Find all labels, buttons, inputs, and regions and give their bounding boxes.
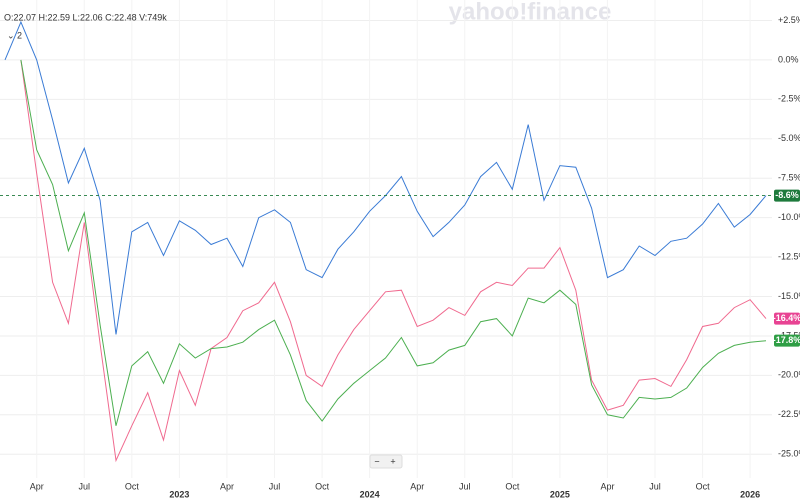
x-tick-label: Jul xyxy=(79,481,91,491)
ohlc-header: O:22.07 H:22.59 L:22.06 C:22.48 V:749k xyxy=(4,12,167,22)
y-tick-label: -25.0% xyxy=(778,449,800,459)
x-tick-label: Oct xyxy=(125,481,140,491)
y-tick-label: 0.0% xyxy=(778,54,799,64)
x-tick-label: Oct xyxy=(315,481,330,491)
x-year-label: 2025 xyxy=(550,489,570,499)
y-tick-label: -5.0% xyxy=(778,133,800,143)
last-value-badge xyxy=(774,334,800,347)
x-tick-label: Jul xyxy=(649,481,661,491)
y-tick-label: -15.0% xyxy=(778,291,800,301)
y-tick-label: -7.5% xyxy=(778,173,800,183)
zoom-controls xyxy=(369,454,403,469)
y-tick-label: -10.0% xyxy=(778,212,800,222)
last-value-badge xyxy=(774,189,800,202)
x-tick-label: Apr xyxy=(600,481,614,491)
last-value-label: -16.4% xyxy=(773,313,800,323)
x-year-label: 2023 xyxy=(169,489,189,499)
y-tick-label: -20.0% xyxy=(778,370,800,380)
x-tick-label: Apr xyxy=(410,481,424,491)
last-value-label: -17.8% xyxy=(773,335,800,345)
y-tick-label: -2.5% xyxy=(778,94,800,104)
y-tick-label: +2.5% xyxy=(778,15,800,25)
last-value-badge xyxy=(774,312,800,325)
x-year-label: 2024 xyxy=(360,489,380,499)
y-tick-label: -12.5% xyxy=(778,251,800,261)
x-year-label: 2026 xyxy=(740,489,760,499)
x-tick-label: Oct xyxy=(505,481,520,491)
x-tick-label: Apr xyxy=(30,481,44,491)
series-line xyxy=(20,59,767,426)
y-tick-label: -22.5% xyxy=(778,409,800,419)
last-value-label: -8.6% xyxy=(775,190,799,200)
x-tick-label: Jul xyxy=(269,481,281,491)
watermark: yahoo!finance xyxy=(449,0,612,25)
x-tick-label: Apr xyxy=(220,481,234,491)
zoom-in[interactable]: + xyxy=(390,456,395,466)
x-tick-label: Oct xyxy=(696,481,711,491)
series-count[interactable]: ⌄ 2 xyxy=(7,30,22,40)
x-tick-label: Jul xyxy=(459,481,471,491)
zoom-out[interactable]: − xyxy=(374,456,379,466)
series-line xyxy=(20,59,767,463)
